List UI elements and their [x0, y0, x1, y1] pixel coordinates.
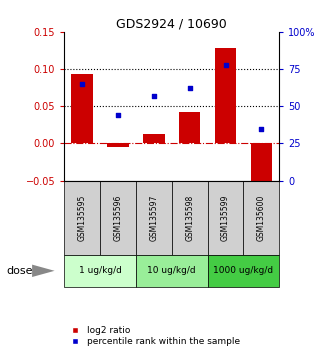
Title: GDS2924 / 10690: GDS2924 / 10690: [116, 18, 227, 31]
Bar: [64, 255, 136, 287]
Bar: [100, 181, 136, 255]
Bar: [208, 181, 243, 255]
Text: GSM135595: GSM135595: [78, 194, 87, 241]
Point: [187, 86, 192, 91]
Bar: [251, 143, 272, 195]
Bar: [215, 48, 236, 143]
Text: 1000 ug/kg/d: 1000 ug/kg/d: [213, 266, 273, 275]
Text: 10 ug/kg/d: 10 ug/kg/d: [147, 266, 196, 275]
Text: GSM135596: GSM135596: [113, 194, 123, 241]
Point: [259, 126, 264, 131]
Text: GSM135597: GSM135597: [149, 194, 158, 241]
Bar: [136, 181, 172, 255]
Bar: [143, 134, 165, 143]
Text: dose: dose: [6, 266, 33, 276]
Bar: [136, 255, 208, 287]
Bar: [64, 181, 100, 255]
Bar: [172, 181, 208, 255]
Bar: [208, 255, 279, 287]
Bar: [107, 143, 129, 147]
Bar: [179, 112, 200, 143]
Point: [116, 112, 121, 118]
Bar: [243, 181, 279, 255]
Text: GSM135599: GSM135599: [221, 194, 230, 241]
Text: GSM135598: GSM135598: [185, 195, 194, 241]
Text: 1 ug/kg/d: 1 ug/kg/d: [79, 266, 121, 275]
Bar: [71, 74, 93, 143]
Point: [80, 81, 85, 87]
Polygon shape: [32, 265, 55, 277]
Legend: log2 ratio, percentile rank within the sample: log2 ratio, percentile rank within the s…: [62, 322, 243, 349]
Point: [223, 62, 228, 67]
Point: [151, 93, 156, 99]
Text: GSM135600: GSM135600: [257, 194, 266, 241]
